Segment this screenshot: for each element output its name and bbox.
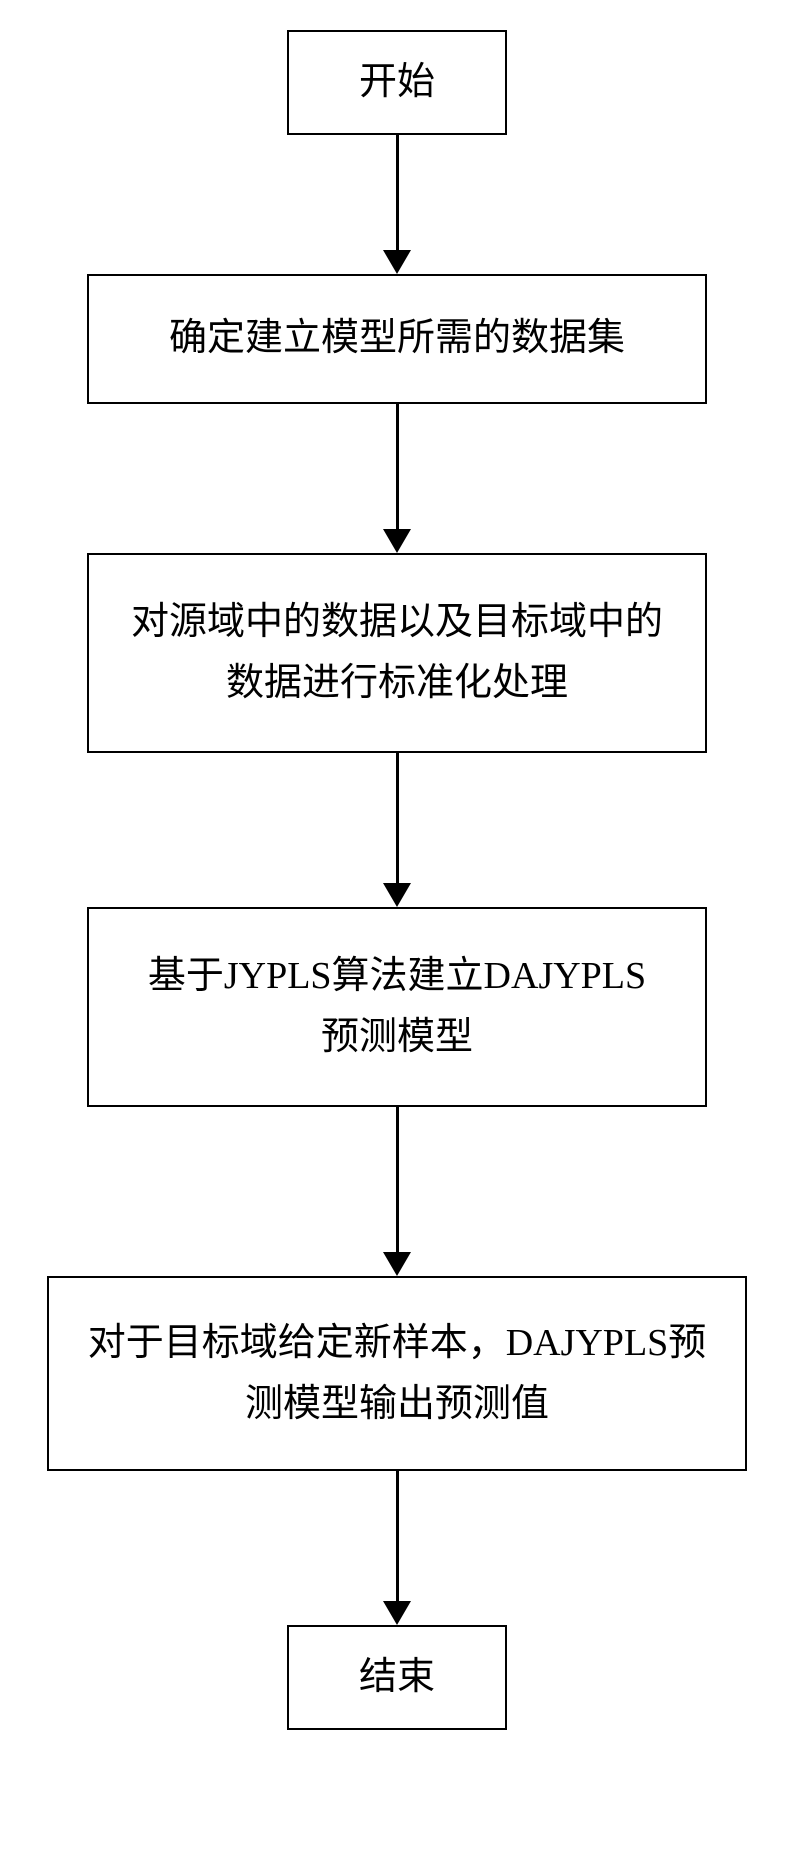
arrow-line xyxy=(396,404,399,529)
end-node: 结束 xyxy=(287,1625,507,1730)
arrow-4 xyxy=(383,1107,411,1276)
arrow-3 xyxy=(383,753,411,907)
step4-node: 对于目标域给定新样本，DAJYPLS预测模型输出预测值 xyxy=(47,1276,747,1472)
arrow-2 xyxy=(383,404,411,553)
arrow-5 xyxy=(383,1471,411,1625)
arrow-line xyxy=(396,1471,399,1601)
step1-node: 确定建立模型所需的数据集 xyxy=(87,274,707,404)
step2-node: 对源域中的数据以及目标域中的数据进行标准化处理 xyxy=(87,553,707,753)
start-node: 开始 xyxy=(287,30,507,135)
arrow-head-icon xyxy=(383,1252,411,1276)
flowchart-container: 开始 确定建立模型所需的数据集 对源域中的数据以及目标域中的数据进行标准化处理 … xyxy=(20,20,774,1730)
step2-label: 对源域中的数据以及目标域中的数据进行标准化处理 xyxy=(129,592,665,714)
arrow-head-icon xyxy=(383,883,411,907)
arrow-head-icon xyxy=(383,250,411,274)
arrow-1 xyxy=(383,135,411,274)
arrow-line xyxy=(396,753,399,883)
start-label: 开始 xyxy=(359,52,435,113)
step3-node: 基于JYPLS算法建立DAJYPLS预测模型 xyxy=(87,907,707,1107)
arrow-line xyxy=(396,1107,399,1252)
step4-label: 对于目标域给定新样本，DAJYPLS预测模型输出预测值 xyxy=(79,1313,715,1435)
arrow-head-icon xyxy=(383,529,411,553)
step1-label: 确定建立模型所需的数据集 xyxy=(169,308,625,369)
step3-label: 基于JYPLS算法建立DAJYPLS预测模型 xyxy=(129,946,665,1068)
end-label: 结束 xyxy=(359,1647,435,1708)
arrow-head-icon xyxy=(383,1601,411,1625)
arrow-line xyxy=(396,135,399,250)
